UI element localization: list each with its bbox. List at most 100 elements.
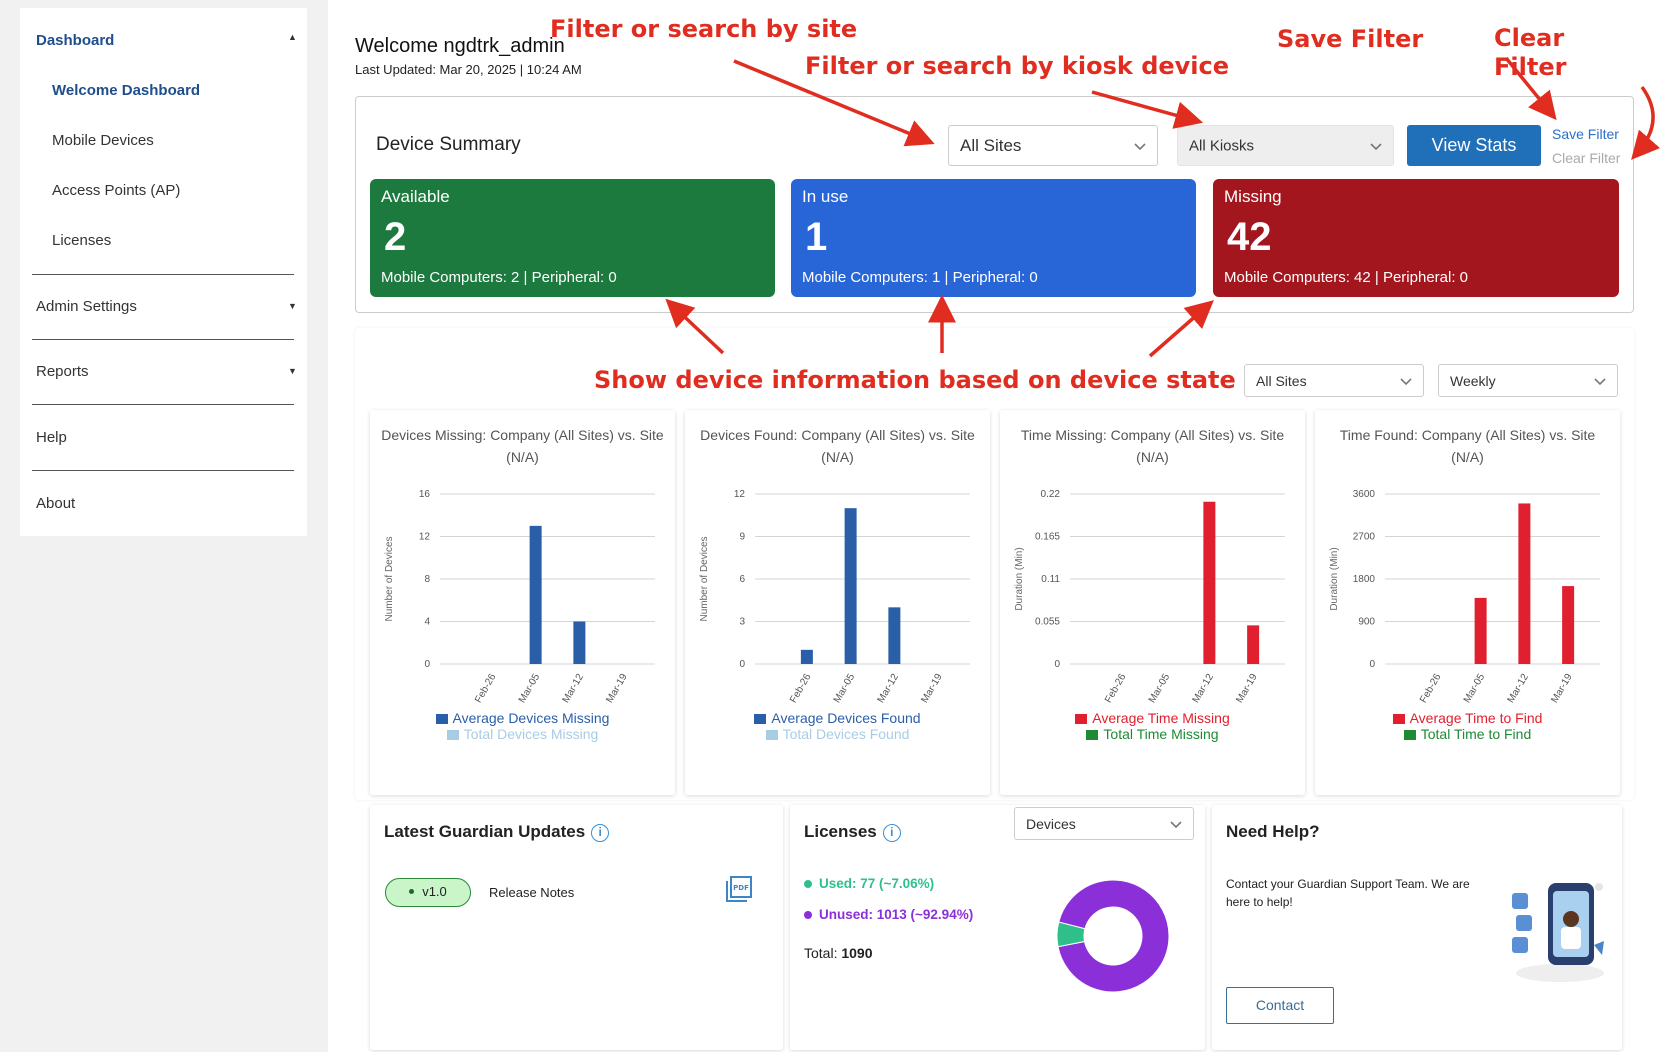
y-axis-label: Number of Devices [699,536,710,621]
bar[interactable] [1518,503,1531,664]
clear-filter-link[interactable]: Clear Filter [1552,150,1621,166]
bar[interactable] [844,508,857,664]
nav-licenses[interactable]: Licenses [52,232,112,249]
y-tick-label: 0 [424,659,430,670]
legend-label: Average Time Missing [1092,710,1230,726]
divider [32,339,294,340]
annotation-filter-site: Filter or search by site [550,15,858,43]
used-dot [804,880,812,888]
bar[interactable] [800,649,813,664]
welcome-title: Welcome ngdtrk_admin [355,35,565,57]
y-tick-label: 9 [739,532,745,543]
missing-card[interactable]: Missing 42 Mobile Computers: 42 | Periph… [1213,179,1619,297]
licenses-card: Licenses i Devices Used: 77 (~7.06%) Unus… [790,805,1205,1050]
divider [32,404,294,405]
divider [32,274,294,275]
x-tick-label: Mar-19 [604,672,630,705]
legend-swatch [435,714,448,724]
chart-title: Devices Found: Company (All Sites) vs. S… [700,427,975,465]
annotation-save-filter: Save Filter [1277,25,1424,53]
available-card[interactable]: Available 2 Mobile Computers: 2 | Periph… [370,179,775,297]
view-stats-button[interactable]: View Stats [1407,125,1541,166]
licenses-type-select[interactable]: Devices [1014,807,1194,840]
bar[interactable] [1203,501,1216,664]
caret-down-icon[interactable]: ▼ [288,301,297,311]
nav-dashboard[interactable]: Dashboard [36,32,115,49]
y-tick-label: 16 [419,489,431,500]
bar[interactable] [529,525,542,664]
contact-button[interactable]: Contact [1226,987,1334,1024]
y-tick-label: 0.11 [1041,574,1060,585]
y-tick-label: 0.055 [1035,617,1060,628]
save-filter-link[interactable]: Save Filter [1552,126,1619,142]
caret-up-icon[interactable]: ▲ [288,32,297,42]
chart-card-devices-missing: Devices Missing: Company (All Sites) vs.… [370,410,675,795]
nav-welcome-dashboard[interactable]: Welcome Dashboard [52,82,201,99]
y-tick-label: 0 [1369,659,1375,670]
x-tick-label: Mar-12 [876,672,902,705]
help-title: Need Help? [1226,822,1320,841]
divider [32,470,294,471]
y-tick-label: 0.22 [1041,489,1061,500]
site-select-value: All Sites [960,135,1022,155]
annotation-device-state: Show device information based on device … [594,366,1236,394]
x-tick-label: Feb-26 [788,672,814,705]
missing-title: Missing [1224,187,1282,206]
legend-label: Average Devices Missing [452,710,610,726]
bar[interactable] [573,621,586,665]
bar[interactable] [1474,597,1487,664]
nav-help[interactable]: Help [36,429,67,446]
legend-swatch [1075,714,1088,724]
available-title: Available [381,187,450,206]
help-card: Need Help? Contact your Guardian Support… [1212,805,1622,1050]
legend-swatch [765,730,778,740]
bar[interactable] [1562,586,1575,664]
y-tick-label: 4 [424,617,430,628]
legend-item[interactable]: Average Time Missing [1000,710,1305,726]
legend-item[interactable]: Total Time to Find [1315,726,1620,742]
legend-label: Total Time Missing [1103,726,1219,742]
chart-title: Time Found: Company (All Sites) vs. Site… [1339,427,1596,465]
kiosk-select[interactable]: All Kiosks [1177,125,1394,166]
nav-reports[interactable]: Reports [36,363,89,380]
device-summary-title: Device Summary [376,134,521,155]
nav-mobile-devices[interactable]: Mobile Devices [52,132,154,149]
unused-dot [804,911,812,919]
info-icon[interactable]: i [591,824,610,842]
site-select[interactable]: All Sites [948,125,1158,166]
info-icon[interactable]: i [882,824,901,842]
legend-item[interactable]: Average Devices Missing [370,710,675,726]
annotation-clear-line1: Clear [1494,24,1565,52]
annotation-arrows [665,56,1661,358]
annotation-clear-filter: Clear Filter [1494,24,1566,82]
donut-used-slice[interactable] [1056,921,1086,948]
pdf-icon[interactable]: PDF [725,875,753,903]
y-tick-label: 0.165 [1035,532,1060,543]
legend-item[interactable]: Total Devices Found [685,726,990,742]
nav-admin-settings[interactable]: Admin Settings [36,298,137,315]
nav-access-points[interactable]: Access Points (AP) [52,182,181,199]
bar[interactable] [1247,625,1260,664]
x-tick-label: Mar-12 [1506,672,1532,705]
legend-item[interactable]: Average Devices Found [685,710,990,726]
y-tick-label: 12 [419,532,431,543]
arrow-to-clear-filter [1631,85,1661,160]
nav-about[interactable]: About [36,495,76,512]
arrow-to-missing-card [1148,300,1214,358]
licenses-total: Total: 1090 [804,945,873,961]
legend-item[interactable]: Total Devices Missing [370,726,675,742]
stats-site-select[interactable]: All Sites [1244,364,1424,397]
caret-down-icon[interactable]: ▼ [288,366,297,376]
in-use-card[interactable]: In use 1 Mobile Computers: 1 | Periphera… [791,179,1196,297]
chart-title: Time Missing: Company (All Sites) vs. Si… [1020,427,1285,465]
bar[interactable] [888,607,901,664]
legend-item[interactable]: Average Time to Find [1315,710,1620,726]
missing-count: 42 [1227,215,1272,259]
donut-unused-slice[interactable] [1057,879,1170,993]
version-label: v1.0 [422,884,447,899]
legend-item[interactable]: Total Time Missing [1000,726,1305,742]
stats-period-select[interactable]: Weekly [1438,364,1618,397]
y-tick-label: 0 [739,659,745,670]
release-notes-label: Release Notes [489,885,575,900]
arrow-to-kiosk-select [1091,90,1204,129]
